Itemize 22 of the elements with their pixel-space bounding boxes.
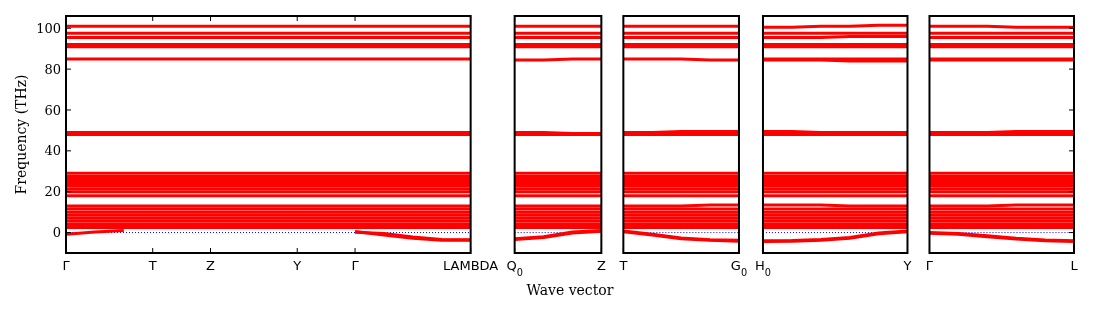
x-tick-label: T	[618, 258, 628, 273]
x-tick-label: T	[147, 258, 157, 273]
x-axis-title: Wave vector	[526, 282, 614, 298]
x-tick-label: Y	[902, 258, 912, 273]
y-tick-label: 0	[52, 225, 61, 241]
y-axis-title: Frequency (THz)	[13, 74, 29, 195]
y-tick-label: 100	[36, 20, 61, 36]
x-tick-label: Γ	[925, 258, 934, 273]
x-tick-label: Q$_{0}$	[506, 258, 523, 278]
x-tick-label: Γ	[351, 258, 360, 273]
y-tick-label: 80	[44, 61, 61, 77]
y-tick-label: 60	[44, 102, 61, 118]
x-tick-label: Z	[596, 258, 606, 273]
x-tick-label: LAMBDA	[443, 258, 499, 273]
x-tick-label: Y	[292, 258, 302, 273]
x-tick-label: H$_{0}$	[754, 258, 771, 278]
x-tick-label: Z	[206, 258, 216, 273]
x-tick-label: L	[1070, 258, 1079, 273]
x-tick-label: G$_{0}$	[730, 258, 748, 278]
x-tick-label: Γ	[62, 258, 71, 273]
y-tick-label: 40	[44, 143, 61, 159]
y-tick-label: 20	[44, 184, 61, 200]
